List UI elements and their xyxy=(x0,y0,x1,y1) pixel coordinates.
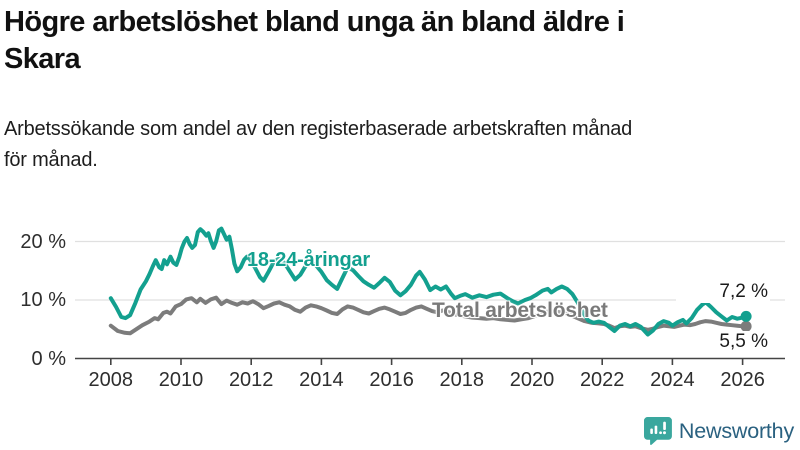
value-label-total: 5,5 % xyxy=(676,331,770,353)
x-axis-tick-label: 2022 xyxy=(579,369,625,391)
value-label-young: 7,2 % xyxy=(676,281,770,303)
page-title: Högre arbetslöshet bland unga än bland ä… xyxy=(4,4,764,77)
page-title-line1: Högre arbetslöshet bland unga än bland ä… xyxy=(4,6,625,38)
chart-subtitle: Arbetssökande som andel av den registerb… xyxy=(4,114,784,176)
x-axis-tick-label: 2010 xyxy=(158,369,204,391)
series-label-young: 18-24-åringar xyxy=(247,249,371,271)
series-label-total: Total arbetslöshet xyxy=(432,299,608,322)
newsworthy-logo-text: Newsworthy xyxy=(678,418,794,443)
newsworthy-bars-icon xyxy=(644,417,672,445)
y-axis-tick-label: 10 % xyxy=(20,289,66,311)
x-axis-tick-label: 2008 xyxy=(88,369,134,391)
page-title-line2: Skara xyxy=(4,42,81,75)
newsworthy-logo[interactable]: Newsworthy xyxy=(644,413,794,449)
y-axis-tick-label: 20 % xyxy=(20,230,66,253)
x-axis-tick-label: 2018 xyxy=(439,369,485,391)
x-axis-tick-label: 2012 xyxy=(228,369,274,391)
x-axis-tick-label: 2024 xyxy=(650,369,695,391)
y-axis-tick-label: 0 % xyxy=(31,347,66,370)
x-axis-tick-label: 2016 xyxy=(369,369,414,391)
x-axis-tick-label: 2020 xyxy=(509,369,555,391)
chart-subtitle-line2: för månad. xyxy=(4,149,98,171)
x-axis-tick-label: 2014 xyxy=(299,369,344,391)
x-axis-tick-label: 2026 xyxy=(720,369,765,391)
chart-subtitle-line1: Arbetssökande som andel av den registerb… xyxy=(4,118,633,140)
